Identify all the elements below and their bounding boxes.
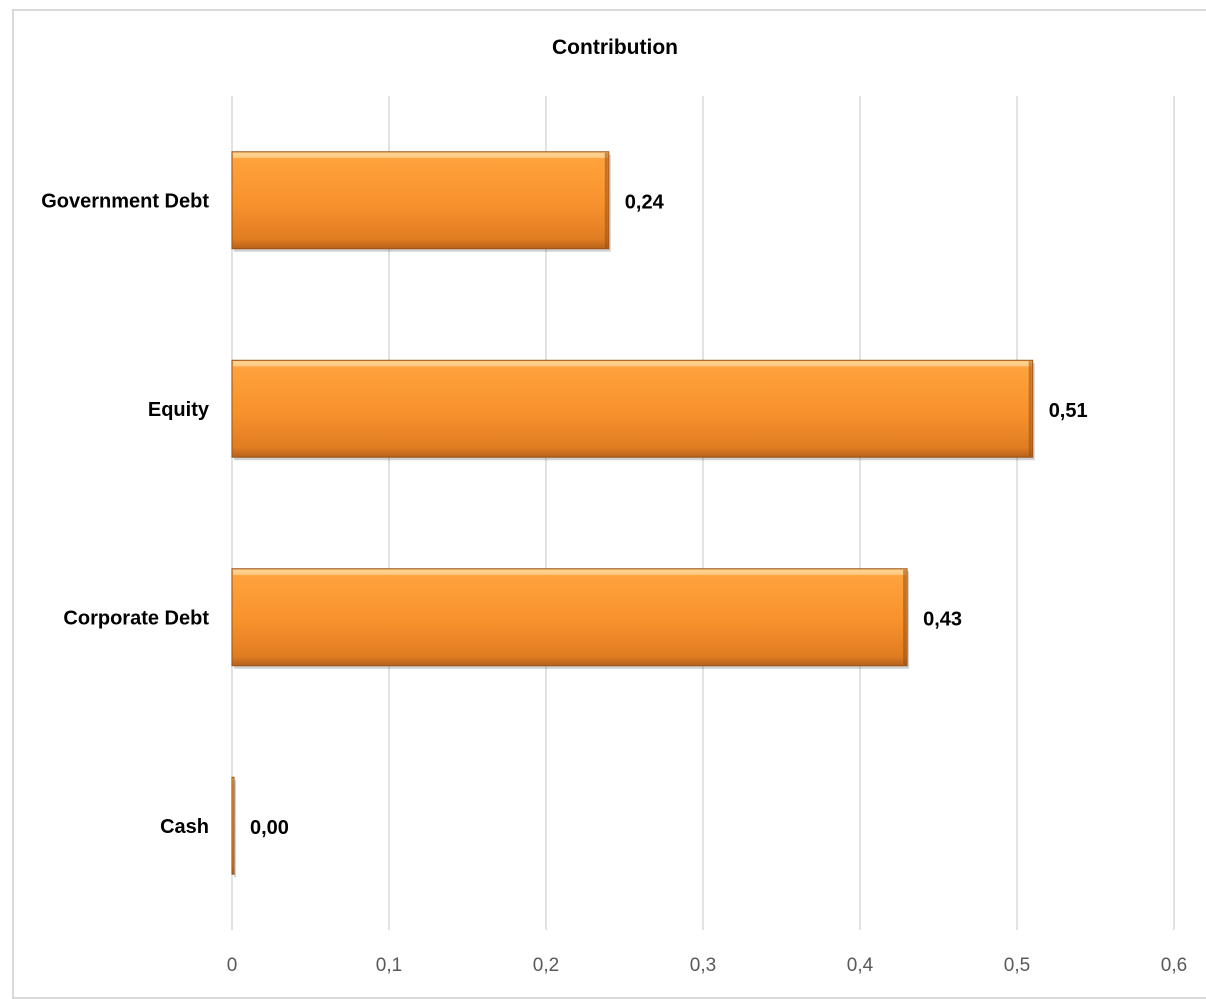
data-label: 0,24 (625, 191, 665, 213)
bar (231, 776, 236, 878)
bar-body (231, 568, 908, 667)
bar-body (231, 151, 610, 250)
data-label: 0,43 (923, 608, 962, 630)
x-tick-label: 0,5 (1004, 955, 1030, 976)
bar-body (231, 359, 1034, 458)
bar-shadow (234, 780, 236, 878)
bar (231, 568, 910, 669)
x-tick-label: 0,6 (1161, 955, 1187, 976)
x-tick-label: 0,3 (690, 955, 716, 976)
bar-edge (604, 152, 608, 248)
category-label: Government Debt (41, 190, 209, 212)
x-tick-label: 0,1 (376, 955, 402, 976)
bar-body (231, 776, 235, 875)
x-tick-label: 0,4 (847, 955, 874, 976)
bar-edge (903, 569, 907, 665)
x-tick-label: 0 (227, 955, 238, 976)
bar-highlight (233, 361, 1032, 367)
bar-highlight (233, 152, 608, 158)
data-label: 0,51 (1049, 400, 1088, 422)
category-label: Equity (148, 399, 210, 421)
bar (231, 151, 611, 252)
x-tick-label: 0,2 (533, 955, 559, 976)
bar-highlight (233, 569, 907, 575)
bars (231, 151, 1035, 878)
category-label: Cash (160, 816, 209, 838)
chart-title: Contribution (552, 36, 678, 59)
bar-edge (1028, 361, 1032, 457)
labels: 0 0,1 0,2 0,3 0,4 0,5 0,6 Government Debt 0,24 Eq… (41, 190, 1187, 976)
data-label: 0,00 (250, 817, 289, 839)
bar (231, 359, 1035, 461)
category-label: Corporate Debt (63, 607, 209, 629)
